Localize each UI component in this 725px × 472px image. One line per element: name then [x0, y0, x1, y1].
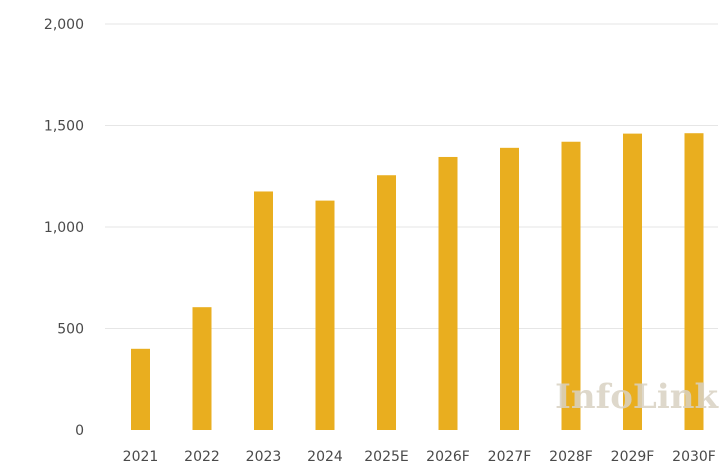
bar-2021 [131, 348, 150, 430]
x-tick-label: 2023 [246, 449, 282, 465]
bar-2030f [684, 133, 704, 431]
bars [131, 133, 704, 431]
x-tick-label: 2021 [123, 449, 159, 465]
bar-2029f [623, 133, 642, 430]
y-tick-label: 2,000 [44, 17, 84, 33]
grid-lines [105, 23, 718, 329]
y-axis-tick-labels: 0 500 1,000 1,500 2,000 [44, 17, 84, 439]
y-tick-label: 500 [57, 322, 84, 338]
x-tick-label: 2028F [549, 449, 593, 465]
bar-2026f [438, 156, 458, 430]
x-tick-label: 2027F [488, 449, 532, 465]
x-tick-label: 2024 [307, 449, 343, 465]
x-tick-label: 2026F [426, 449, 470, 465]
bar-2025e [377, 175, 396, 430]
y-tick-label: 0 [75, 423, 84, 439]
x-axis-tick-labels: 2021 2022 2023 2024 2025E 2026F 2027F 2028F 2029… [123, 449, 716, 465]
infolink-watermark: InfoLink [555, 377, 719, 417]
x-tick-label: 2022 [184, 449, 220, 465]
x-tick-label: 2030F [672, 449, 716, 465]
bar-2022 [192, 307, 212, 430]
y-tick-label: 1,000 [44, 220, 84, 236]
bar-2024 [315, 200, 335, 430]
y-tick-label: 1,500 [44, 119, 84, 135]
bar-2027f [500, 147, 519, 430]
x-tick-label: 2025E [364, 449, 408, 465]
bar-2023 [254, 191, 273, 430]
bar-2028f [561, 141, 581, 431]
x-tick-label: 2029F [611, 449, 655, 465]
